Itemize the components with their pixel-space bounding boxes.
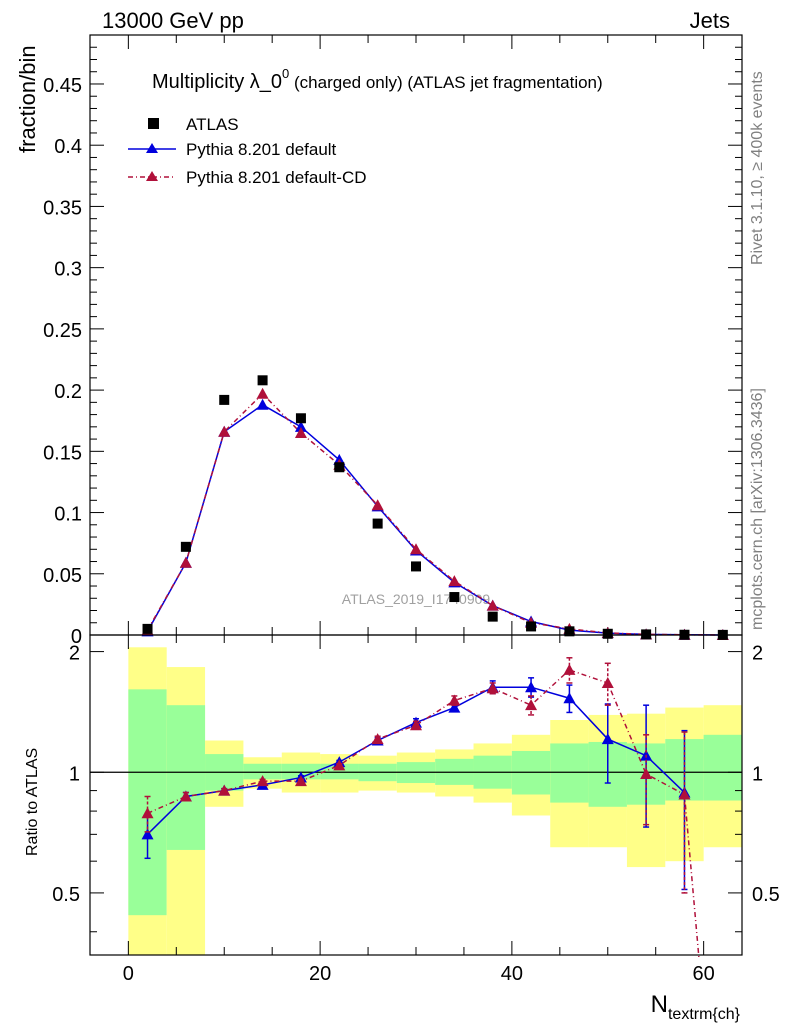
plot-title: Multiplicity λ_00 (charged only) (ATLAS … [152,66,603,93]
legend-marker-cd [146,171,158,181]
marker-cd [294,426,307,438]
ratio-marker-cd [601,676,614,688]
marker-atlas [602,628,613,639]
uncertainty-band-inner [703,734,742,801]
uncertainty-band-inner [166,705,206,850]
x-axis-label-main: N [651,991,668,1018]
marker-atlas [257,375,268,386]
ratio-marker-cd [256,775,269,787]
plot-title-main: Multiplicity λ_0 [152,71,282,93]
marker-default [294,420,307,432]
ratio-tick-label: 0.5 [52,884,80,906]
legend: ATLAS Pythia 8.201 default Pythia 8.201 … [128,115,367,187]
uncertainty-band-inner [550,743,589,803]
ratio-marker-cd [333,759,346,771]
ratio-marker-cd [410,719,422,731]
ratio-marker-cd [678,788,691,800]
marker-cd [256,387,269,399]
y-tick-label: 0.2 [54,381,82,403]
ratio-marker-cd [640,768,653,780]
ratio-panel: 0 20 40 60 0.5 0.5 1 1 2 2 [52,634,780,985]
y-tick-label: 0.45 [43,75,82,97]
ratio-marker-default [448,701,461,713]
rivet-label: Rivet 3.1.10, ≥ 400k events [749,71,766,265]
y-tick-label: 0.1 [54,504,82,526]
y-tick-label: 0.35 [43,197,82,219]
ratio-marker-cd [486,682,499,694]
y-tick-label: 0.05 [43,565,82,587]
ratio-tick-label: 1 [69,763,80,785]
ratio-marker-cd [294,775,307,787]
marker-atlas [449,592,460,603]
ratio-marker-default [601,733,614,745]
marker-cd [486,599,499,611]
marker-atlas [142,623,153,634]
ratio-marker-cd [141,807,154,819]
marker-cd [371,499,384,511]
marker-atlas [411,561,421,572]
x-tick-label: 60 [693,963,715,985]
marker-atlas [526,621,537,632]
ratio-marker-default [563,692,576,704]
uncertainty-band-inner [243,763,282,780]
marker-cd [448,575,461,587]
legend-label-default: Pythia 8.201 default [186,140,337,159]
ratio-marker-cd [371,733,384,745]
ratio-marker-default [525,681,538,693]
header-right: Jets [690,8,730,33]
y-tick-label: 0.4 [54,136,82,158]
marker-atlas [180,541,191,552]
ratio-tick-label: 2 [69,643,80,665]
uncertainty-band-inner [320,763,359,780]
legend-label-cd: Pythia 8.201 default-CD [186,168,367,187]
mcplots-label: mcplots.cern.ch [arXiv:1306.3436] [749,388,766,630]
y-tick-label: 0.3 [54,259,82,281]
series-line-cd [146,392,723,636]
marker-cd [410,543,422,555]
y-tick-label: 0.25 [43,320,82,342]
ratio-marker-cd [179,790,192,802]
main-panel: 0 0.05 0.1 0.15 0.2 0.25 0.3 0.35 0.4 0.45 [43,34,743,648]
marker-atlas [641,629,652,640]
y-axis-label: fraction/bin [15,45,40,153]
ratio-tick-label-right: 1 [752,763,763,785]
x-axis-label-sub: textrm{ch} [668,1006,741,1023]
ratio-marker-cd [448,694,461,706]
x-axis-label: Ntextrm{ch} [651,991,741,1023]
x-tick-label: 40 [501,963,523,985]
marker-atlas [564,626,575,637]
legend-label-atlas: ATLAS [186,115,239,134]
plot-title-superscript: 0 [282,66,289,81]
ratio-line-cd [147,669,700,958]
y-tick-label: 0 [71,626,82,648]
y-tick-label: 0.15 [43,442,82,464]
ratio-marker-cd [218,784,231,796]
marker-atlas [487,611,498,622]
marker-atlas [219,394,230,405]
analysis-watermark: ATLAS_2019_I1740909 [342,591,491,607]
header-left: 13000 GeV pp [102,8,244,33]
ratio-marker-default [141,828,154,840]
ratio-y-axis-label: Ratio to ATLAS [24,748,41,856]
legend-marker-default [146,143,158,153]
marker-atlas [372,518,383,529]
legend-marker-atlas [148,118,159,129]
marker-default [256,398,269,410]
ratio-tick-label-right: 0.5 [752,884,780,906]
marker-atlas [334,462,345,473]
x-tick-label: 20 [309,963,331,985]
ratio-marker-cd [525,699,538,711]
marker-cd [179,556,192,568]
x-tick-label: 0 [123,963,134,985]
marker-atlas [295,413,306,424]
plot-title-rest: (charged only) (ATLAS jet fragmentation) [289,73,602,92]
ratio-marker-cd [563,663,576,675]
ratio-tick-label-right: 2 [752,643,763,665]
marker-cd [218,425,231,437]
